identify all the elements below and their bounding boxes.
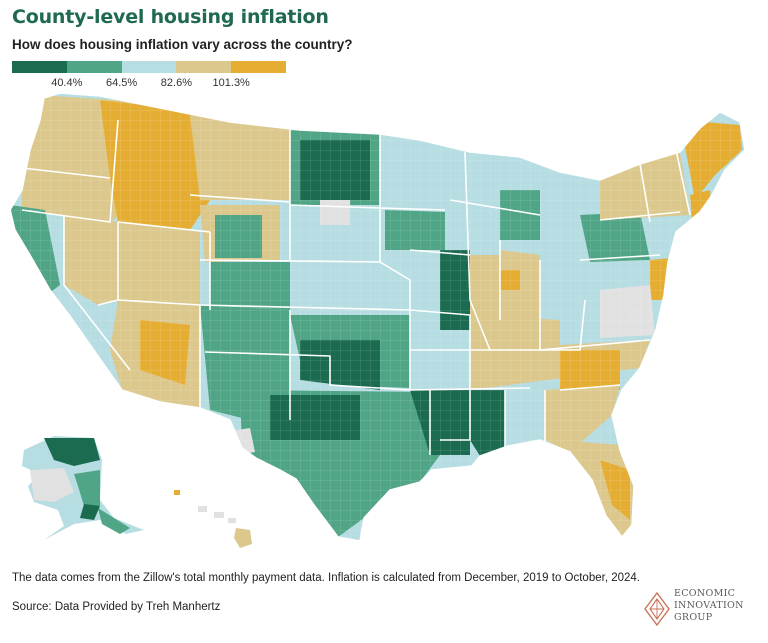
color-legend: 40.4% 64.5% 82.6% 101.3%: [12, 61, 286, 93]
hawaii-inset: [174, 490, 252, 548]
legend-swatch-2: [66, 61, 122, 73]
us-outline: [9, 92, 746, 542]
logo-line-2: INNOVATION: [674, 600, 744, 611]
map-subtitle: How does housing inflation vary across t…: [12, 37, 353, 52]
footnote: The data comes from the Zillow's total m…: [12, 572, 640, 584]
legend-swatch-5: [231, 61, 286, 73]
alaska-inset: [22, 436, 144, 540]
logo-mark-icon: [644, 592, 670, 626]
legend-bar: [12, 61, 286, 73]
map-title: County-level housing inflation: [12, 6, 329, 28]
logo-line-1: ECONOMIC: [674, 588, 736, 599]
state-borders: [21, 119, 691, 455]
legend-tick-3: 82.6%: [160, 77, 192, 89]
us-county-map: [9, 92, 746, 548]
logo-wordmark: ECONOMIC INNOVATION GROUP: [674, 588, 744, 624]
legend-swatch-3: [121, 61, 177, 73]
logo-line-3: GROUP: [674, 612, 713, 623]
legend-tick-2: 64.5%: [105, 77, 138, 89]
eig-logo: ECONOMIC INNOVATION GROUP: [644, 588, 764, 638]
legend-tick-1: 40.4%: [51, 77, 83, 89]
legend-swatch-4: [176, 61, 232, 73]
legend-swatch-1: [12, 61, 67, 73]
legend-tick-4: 101.3%: [212, 77, 250, 89]
source-note: Source: Data Provided by Treh Manhertz: [12, 601, 221, 613]
